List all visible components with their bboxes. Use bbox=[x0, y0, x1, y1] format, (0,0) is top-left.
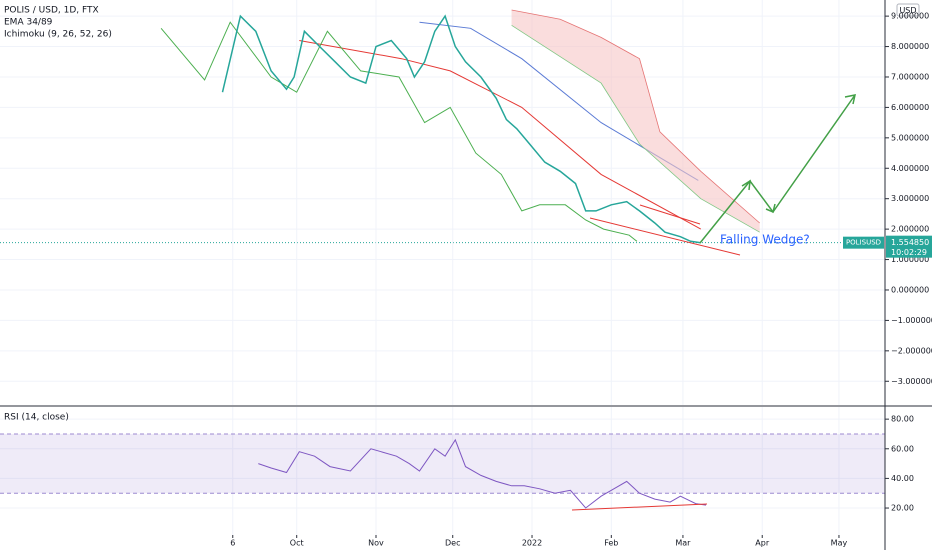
x-tick-label: Oct bbox=[290, 539, 304, 548]
y-tick-label: 8.000000 bbox=[891, 42, 929, 51]
annotation: Falling Wedge? bbox=[720, 233, 810, 247]
x-tick-label: Apr bbox=[755, 539, 770, 548]
wedge-line bbox=[589, 217, 741, 256]
y-tick-label: −3.000000 bbox=[891, 377, 932, 386]
ichimoku-cloud bbox=[511, 10, 760, 233]
rsi-title: RSI (14, close) bbox=[4, 413, 69, 423]
arrow-head bbox=[741, 179, 751, 191]
arrow-head bbox=[765, 203, 776, 214]
currency-box bbox=[896, 3, 920, 17]
data-layer bbox=[160, 9, 760, 509]
symbol-label: POLISUSD bbox=[846, 239, 881, 247]
y-tick-label: 6.000000 bbox=[891, 103, 929, 112]
rsi-trend-line bbox=[571, 503, 708, 511]
background-layer bbox=[0, 0, 885, 535]
y-tick-label: 80.00 bbox=[891, 415, 914, 424]
countdown-label: 10:02:29 bbox=[891, 248, 927, 257]
wedge-line bbox=[639, 204, 701, 225]
y-tick-label: 7.000000 bbox=[891, 72, 929, 81]
series-line bbox=[419, 21, 699, 181]
y-tick-label: 3.000000 bbox=[891, 194, 929, 203]
chart-title: POLIS / USD, 1D, FTX bbox=[4, 6, 99, 16]
x-tick-label: Mar bbox=[675, 539, 691, 548]
series-line bbox=[221, 14, 701, 244]
y-tick-label: 9.000000 bbox=[891, 12, 929, 21]
currency-label: USD bbox=[899, 6, 916, 15]
indicator-label: EMA 34/89 bbox=[4, 18, 53, 28]
symbol-box bbox=[843, 236, 884, 249]
series-line bbox=[511, 9, 760, 224]
y-tick-label: 5.000000 bbox=[891, 133, 929, 142]
y-tick-label: 4.000000 bbox=[891, 164, 929, 173]
y-tick-label: 1.000000 bbox=[891, 255, 929, 264]
x-tick-label: Feb bbox=[604, 539, 618, 548]
y-tick-label: 20.00 bbox=[891, 504, 914, 513]
x-tick-label: 2022 bbox=[522, 539, 542, 548]
x-tick-label: Nov bbox=[368, 539, 384, 548]
price-box bbox=[886, 235, 932, 258]
y-tick-label: 60.00 bbox=[891, 444, 914, 453]
series-line bbox=[258, 438, 707, 509]
rsi-band bbox=[0, 433, 885, 494]
y-tick-label: 40.00 bbox=[891, 474, 914, 483]
y-tick-label: −1.000000 bbox=[891, 316, 932, 325]
price-label: 1.554850 bbox=[891, 238, 929, 247]
indicator-label: Ichimoku (9, 26, 52, 26) bbox=[4, 30, 112, 40]
x-tick-label: May bbox=[831, 539, 848, 548]
series-line bbox=[299, 40, 702, 230]
projection-path bbox=[699, 94, 856, 244]
x-tick-label: Dec bbox=[445, 539, 460, 548]
y-tick-label: 0.000000 bbox=[891, 285, 929, 294]
y-tick-label: 2.000000 bbox=[891, 225, 929, 234]
series-line bbox=[160, 21, 638, 242]
series-line bbox=[511, 24, 760, 233]
x-tick-label: 6 bbox=[230, 539, 235, 548]
arrow-head bbox=[844, 94, 856, 105]
y-tick-label: −2.000000 bbox=[891, 346, 932, 355]
